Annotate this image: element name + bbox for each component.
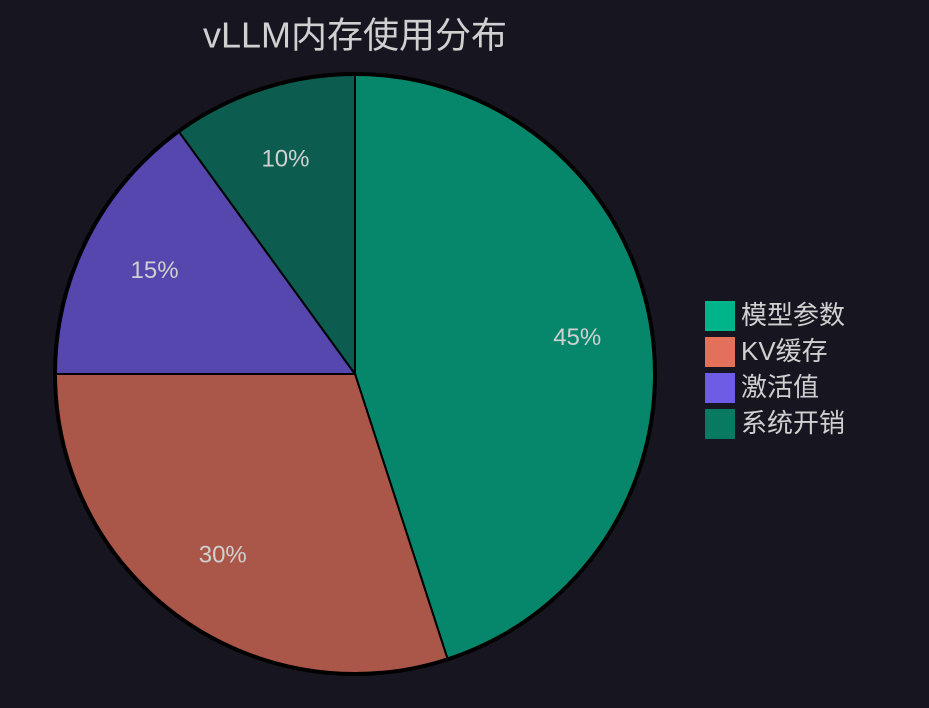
legend-swatch (705, 337, 735, 367)
legend-swatch (705, 373, 735, 403)
legend-label: 模型参数 (741, 300, 845, 330)
legend-label: 系统开销 (741, 408, 845, 438)
slice-label: 30% (199, 541, 247, 568)
legend-label: 激活值 (741, 372, 819, 402)
legend-swatch (705, 301, 735, 331)
slice-label: 15% (131, 257, 179, 284)
slice-label: 45% (553, 324, 601, 351)
legend-label: KV缓存 (741, 336, 828, 366)
legend-swatch (705, 409, 735, 439)
pie-outline (53, 72, 657, 676)
chart-title: vLLM内存使用分布 (203, 15, 507, 56)
slice-label: 10% (261, 145, 309, 172)
